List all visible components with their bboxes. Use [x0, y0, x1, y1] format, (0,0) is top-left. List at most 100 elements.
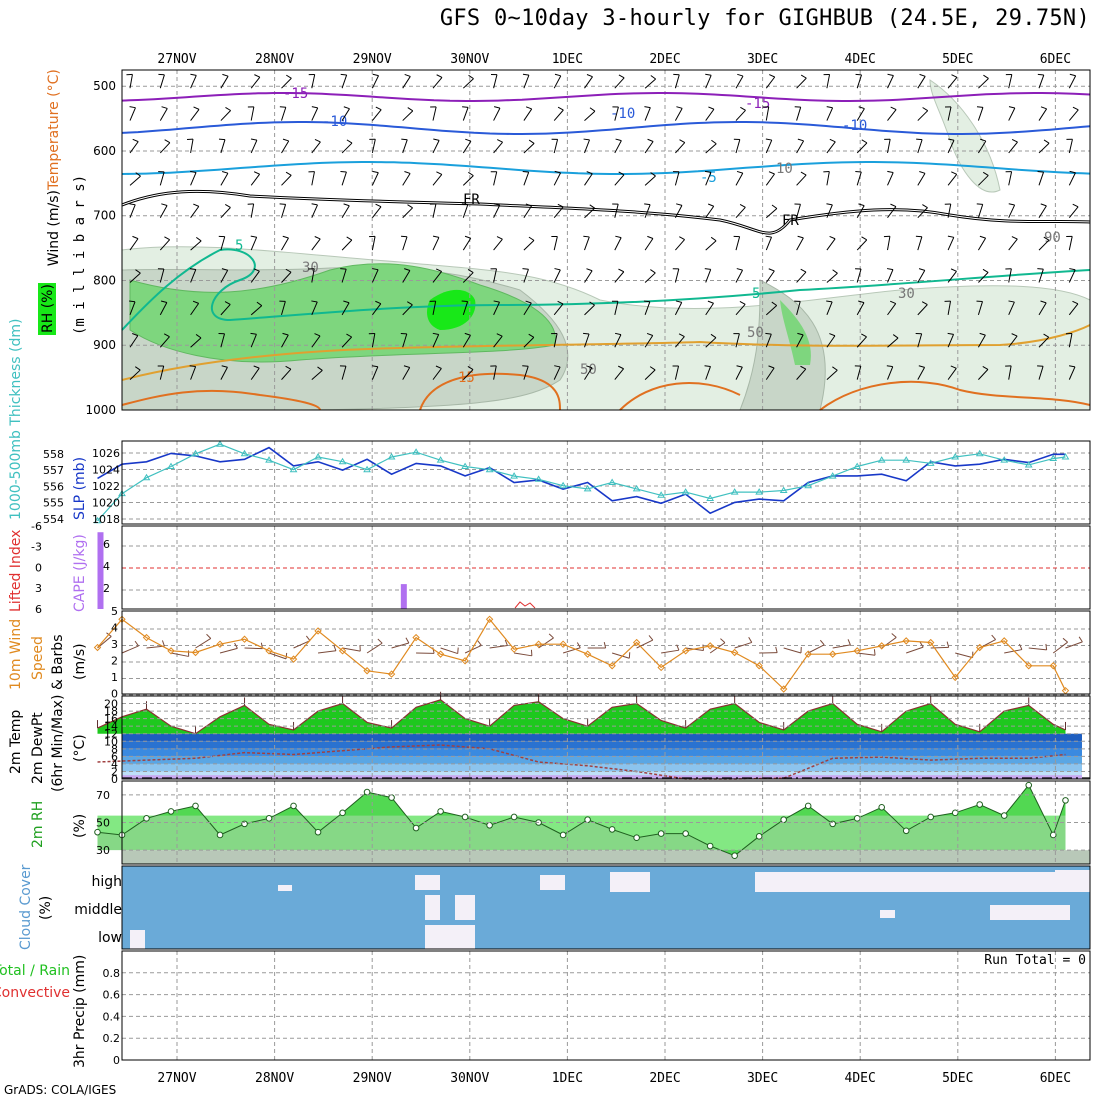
upper-wind-barb — [614, 106, 619, 121]
wind-speed-point — [804, 650, 812, 658]
upper-wind-barb-flag — [982, 365, 989, 370]
cloud-gap — [880, 910, 895, 918]
upper-wind-barb — [250, 334, 257, 348]
upper-wind-barb — [341, 366, 347, 380]
wind-speed-point — [167, 647, 175, 655]
thickness-point — [1000, 456, 1009, 463]
upper-wind-barb-flag — [887, 170, 894, 174]
upper-wind-barb-flag — [496, 236, 503, 240]
upper-wind-barb — [1038, 336, 1050, 348]
upper-wind-barb-flag — [407, 301, 413, 306]
upper-wind-barb-flag — [343, 106, 350, 110]
wind-barb-flag — [991, 634, 996, 640]
upper-wind-barb-flag — [983, 74, 989, 79]
wind-speed-point — [853, 647, 861, 655]
temp-tick: 18 — [104, 705, 118, 718]
upper-wind-barb — [220, 75, 229, 89]
rh-point — [290, 802, 297, 810]
upper-wind-barb — [462, 107, 469, 121]
cloud-gap — [455, 895, 475, 920]
upper-wind-barb-flag — [132, 138, 139, 143]
date-label-bottom: 1DEC — [552, 1071, 583, 1086]
upper-wind-barb-flag — [979, 138, 986, 142]
date-label-top: 29NOV — [353, 52, 392, 67]
wind-speed-point — [534, 640, 543, 648]
upper-wind-barb — [553, 269, 561, 283]
wind-speed-point — [387, 670, 396, 678]
rh-point — [927, 813, 935, 821]
upper-wind-barb-flag — [134, 366, 141, 371]
upper-wind-barb — [614, 77, 625, 89]
upper-wind-barb — [644, 369, 656, 380]
upper-wind-barb — [402, 110, 414, 121]
upper-wind-barb — [796, 301, 801, 315]
upper-wind-barb — [856, 108, 865, 121]
upper-wind-barb-flag — [1043, 333, 1049, 338]
upper-wind-barb-flag — [739, 301, 746, 305]
upper-wind-barb-flag — [1037, 268, 1044, 270]
upper-wind-barb-flag — [765, 138, 772, 141]
slp-tick: 1026 — [92, 447, 120, 460]
upper-wind-barb-flag — [372, 73, 379, 77]
upper-wind-barb — [220, 367, 228, 380]
upper-wind-barb — [644, 238, 654, 251]
cloud-gap — [800, 890, 1030, 892]
upper-wind-barb — [584, 270, 593, 283]
upper-wind-barb-flag — [340, 73, 347, 76]
thickness-point — [167, 462, 175, 470]
upper-wind-barb — [311, 107, 319, 121]
contour-label: 50 — [747, 325, 764, 341]
upper-wind-barb-flag — [583, 332, 590, 335]
upper-wind-barb-flag — [1011, 333, 1018, 337]
upper-wind-barb — [129, 141, 139, 154]
upper-wind-barb — [644, 204, 651, 218]
wind-speed-point — [1025, 662, 1033, 670]
wind-barb-flag — [457, 647, 459, 654]
upper-wind-barb-flag — [193, 203, 200, 207]
wind-barb — [146, 645, 165, 649]
contour-label: -15 — [745, 96, 770, 112]
upper-wind-barb-flag — [892, 334, 899, 339]
thickness-point — [681, 488, 690, 495]
upper-wind-barb-flag — [222, 73, 229, 77]
upper-wind-barb-flag — [554, 268, 561, 271]
upper-wind-barb — [856, 336, 867, 348]
upper-wind-barb — [826, 369, 838, 380]
thickness-point — [877, 456, 886, 463]
upper-wind-barb-flag — [525, 106, 532, 110]
upper-wind-barb — [1038, 302, 1047, 316]
upper-wind-barb — [705, 269, 712, 283]
thickness-point — [657, 491, 666, 498]
upper-wind-barb — [281, 334, 289, 348]
upper-wind-barb-flag — [522, 365, 529, 367]
upper-wind-barb-flag — [250, 332, 257, 335]
thickness-point — [412, 448, 420, 455]
upper-wind-barb-flag — [135, 269, 141, 274]
upper-wind-barb-flag — [676, 106, 683, 109]
wind-speed-point — [657, 663, 665, 672]
upper-wind-barb-flag — [372, 268, 379, 271]
thickness-point — [240, 449, 249, 457]
upper-wind-barb — [765, 173, 775, 186]
rh-point — [633, 834, 640, 842]
upper-wind-barb-flag — [256, 301, 263, 307]
upper-wind-barb-flag — [407, 204, 413, 209]
upper-wind-barb-flag — [285, 171, 292, 176]
upper-wind-barb — [553, 333, 558, 348]
upper-wind-barb-flag — [253, 268, 260, 272]
ylabel-minmax: (6hr Min/Max) — [50, 695, 66, 792]
precip-panel-frame — [121, 950, 1091, 1061]
ylabel-thickness: 1000-500mb Thickness (dm) — [8, 319, 24, 520]
rh-point — [608, 826, 616, 833]
upper-wind-barb-flag — [976, 106, 984, 108]
upper-wind-barb — [644, 175, 656, 186]
upper-wind-barb-flag — [1011, 139, 1018, 143]
rh-point — [339, 809, 346, 817]
thickness-point — [461, 462, 469, 470]
upper-wind-barb-flag — [707, 203, 714, 207]
upper-wind-barb — [947, 173, 958, 186]
upper-wind-barb — [1008, 74, 1013, 89]
upper-wind-barb — [220, 333, 226, 348]
wind-speed-point — [681, 647, 690, 655]
